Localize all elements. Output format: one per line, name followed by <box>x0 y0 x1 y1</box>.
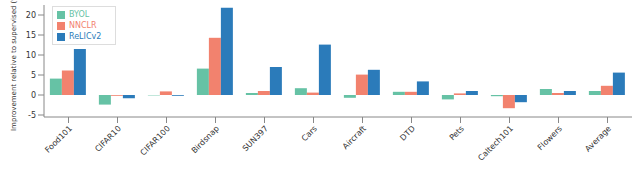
svg-text:SUN397: SUN397 <box>241 124 270 153</box>
html-text:NNCLR: NNCLR <box>69 21 97 30</box>
svg-text:CIFAR100: CIFAR100 <box>139 124 172 157</box>
svg-text:DTD: DTD <box>398 124 417 143</box>
html-text:ReLICv2: ReLICv2 <box>69 32 102 41</box>
svg-text:-5: -5 <box>28 111 36 120</box>
svg-text:Average: Average <box>583 124 613 154</box>
svg-text:CIFAR10: CIFAR10 <box>93 124 123 154</box>
svg-text:Pets: Pets <box>448 124 466 142</box>
svg-text:20: 20 <box>26 11 36 20</box>
svg-text:Caltech101: Caltech101 <box>476 124 515 163</box>
svg-text:Food101: Food101 <box>43 124 74 155</box>
svg-text:5: 5 <box>31 71 36 80</box>
svg-text:10: 10 <box>26 51 36 60</box>
svg-text:Improvement relative to superv: Improvement relative to supervised (%) <box>10 0 18 131</box>
svg-text:0: 0 <box>31 91 36 100</box>
svg-text:Birdsnap: Birdsnap <box>190 124 221 155</box>
svg-text:Aircraft: Aircraft <box>341 124 368 151</box>
html-text:BYOL: BYOL <box>69 10 90 19</box>
svg-text:15: 15 <box>26 31 36 40</box>
svg-text:Flowers: Flowers <box>536 124 564 152</box>
svg-text:Cars: Cars <box>300 124 319 143</box>
